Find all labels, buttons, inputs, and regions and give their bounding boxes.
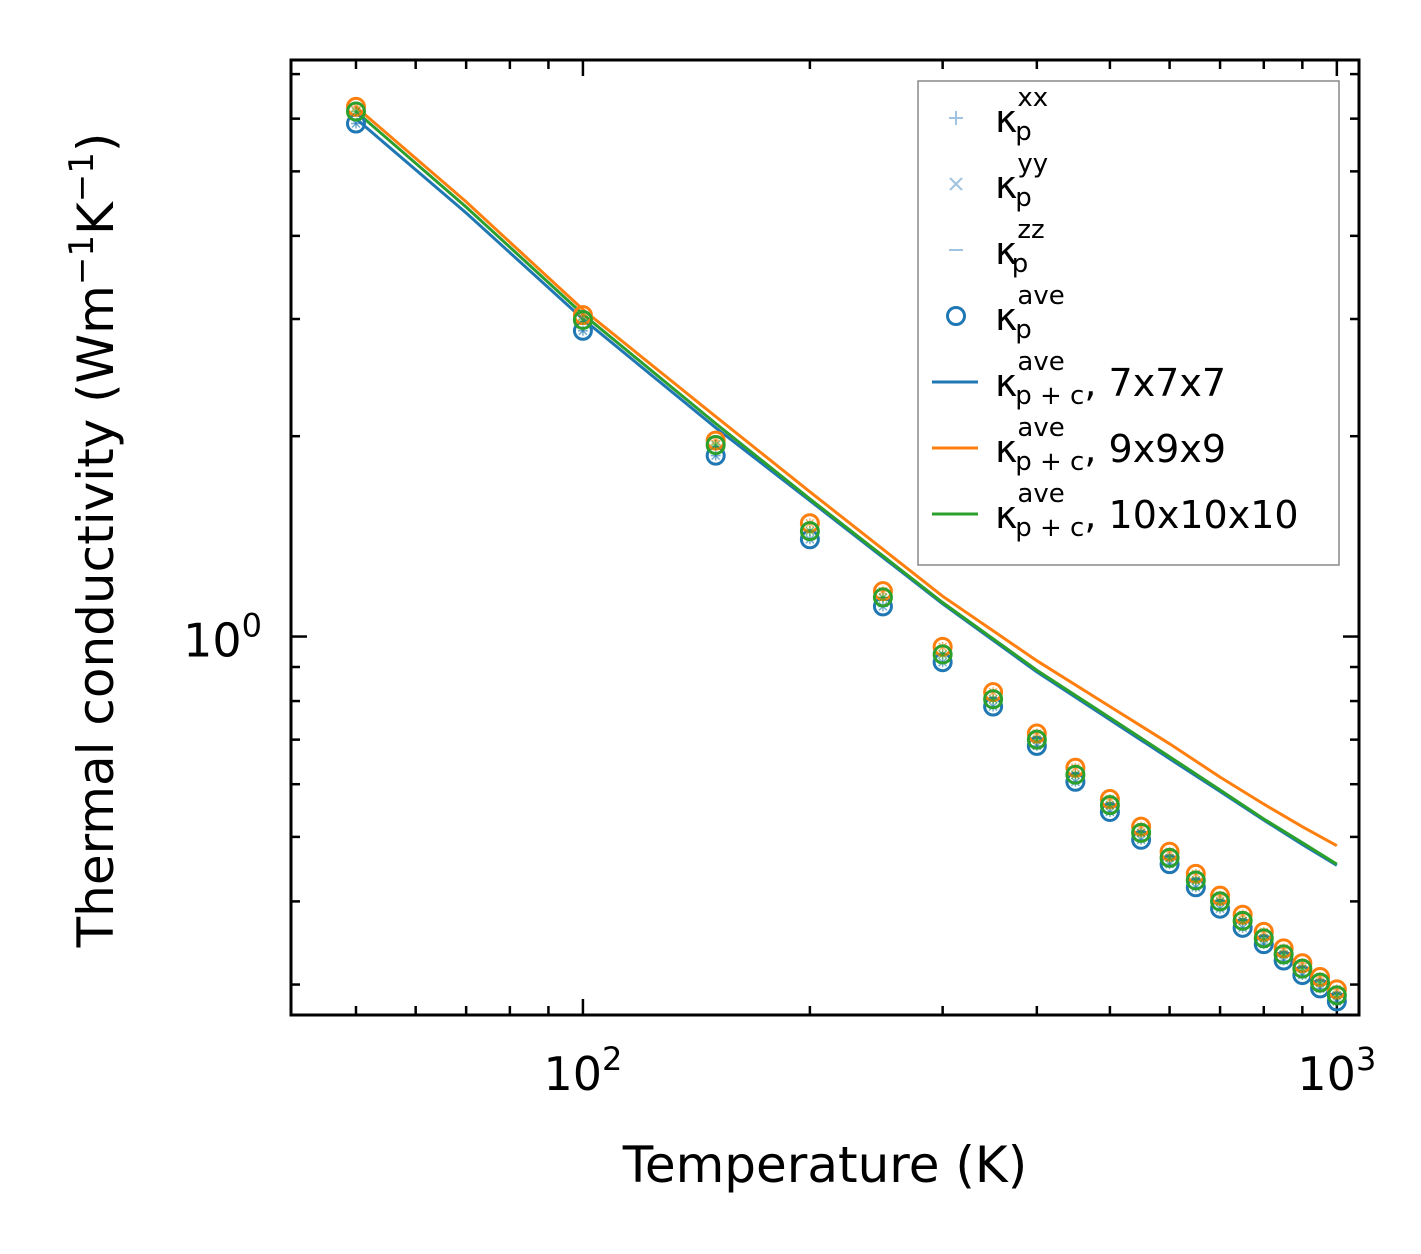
x-axis-label: Temperature (K): [622, 1136, 1027, 1194]
x-tick-label-base: 10: [1297, 1047, 1356, 1101]
data-point-circle: [872, 587, 893, 608]
x-tick-label-base: 10: [543, 1047, 602, 1101]
data-point-circle: [1253, 928, 1274, 949]
legend-sub: p + c: [1015, 513, 1084, 543]
legend-sup: ave: [1017, 479, 1064, 509]
data-point-circle: [1310, 972, 1331, 993]
plot-frame: [289, 58, 1361, 1017]
data-point-cross: [1259, 933, 1269, 943]
legend-label: κave p: [995, 281, 1065, 345]
legend-kappa: κ: [995, 361, 1017, 405]
data-point-circle: [799, 521, 820, 542]
series-line-ff7f0e: [355, 105, 1338, 848]
y-axis-label: Thermal conductivity (Wm−1K−1): [62, 133, 125, 949]
legend-label: κave p + c, 10x10x10: [995, 479, 1299, 543]
x-tick-label-exp: 2: [602, 1040, 622, 1078]
legend-sub: p: [1015, 117, 1032, 147]
legend-kappa: κ: [995, 295, 1017, 339]
legend-kappa: κ: [995, 427, 1017, 471]
legend-label: κave p + c, 7x7x7: [995, 347, 1226, 411]
data-point-circle: [1273, 944, 1294, 965]
series-points: [345, 96, 1347, 1012]
data-point-cross: [1136, 828, 1146, 838]
data-point-cross: [1332, 990, 1342, 1000]
data-point-circle: [1065, 764, 1086, 785]
x-tick-label: 102: [543, 1040, 622, 1101]
x-tick-label-exp: 3: [1356, 1040, 1376, 1078]
data-point-cross: [1105, 800, 1115, 810]
data-point-cross: [578, 315, 588, 325]
data-point-circle: [1210, 891, 1231, 912]
legend-kappa: κ: [995, 493, 1017, 537]
data-point-cross: [1070, 770, 1080, 780]
legend-sub: p: [1012, 249, 1029, 279]
y-tick-label-exp: 0: [242, 607, 262, 645]
data-point-cross: [938, 649, 948, 659]
data-point-cross: [1032, 735, 1042, 745]
y-label-exp1: −1: [62, 235, 102, 285]
data-point-cross: [351, 106, 361, 117]
y-label-exp2: −1: [62, 152, 102, 202]
legend-sub: p: [1015, 315, 1032, 345]
y-label-close: ): [67, 133, 125, 153]
data-point-circle: [983, 689, 1004, 710]
data-point-cross: [1215, 896, 1225, 906]
data-point-circle: [572, 309, 593, 330]
legend-rest: , 9x9x9: [1084, 427, 1226, 471]
data-point-cross: [988, 694, 998, 704]
y-tick-label-base: 10: [183, 614, 242, 668]
legend-sub: p: [1015, 183, 1032, 213]
legend-label: κave p + c, 9x9x9: [995, 413, 1226, 477]
x-tick-label: 103: [1297, 1040, 1376, 1101]
legend-sub: p + c: [1015, 447, 1084, 477]
legend-sup: ave: [1017, 281, 1064, 311]
legend-sup: ave: [1017, 413, 1064, 443]
data-point-cross: [1297, 964, 1307, 974]
data-point-circle: [1326, 985, 1347, 1006]
data-point-circle: [345, 101, 366, 122]
y-label-mid: K: [67, 201, 125, 235]
legend-circle-icon: [946, 306, 966, 326]
data-point-circle: [1131, 822, 1152, 843]
data-point-circle: [1026, 729, 1047, 750]
data-point-cross: [878, 592, 888, 602]
legend-cross-icon: [949, 177, 963, 191]
data-point-circle: [1185, 870, 1206, 891]
data-point-cross: [1238, 916, 1248, 926]
y-tick-label: 100: [183, 607, 262, 668]
data-point-circle: [705, 435, 726, 456]
data-point-circle: [1232, 910, 1253, 931]
legend-sup: xx: [1017, 83, 1048, 113]
legend-sup: ave: [1017, 347, 1064, 377]
data-point-cross: [1191, 875, 1201, 886]
legend-label: κxx p: [995, 83, 1048, 147]
legend-sup: yy: [1017, 149, 1048, 179]
legend-label: κyy p: [995, 149, 1048, 213]
data-point-circle: [1099, 795, 1120, 816]
data-point-cross: [1279, 949, 1289, 959]
legend-label: κzz p: [995, 215, 1045, 279]
data-point-circle: [1159, 847, 1180, 868]
legend-rest: , 10x10x10: [1084, 493, 1298, 537]
legend-rest: , 7x7x7: [1084, 361, 1226, 405]
legend-kappa: κ: [995, 97, 1017, 141]
data-point-cross: [805, 526, 815, 536]
y-label-main: Thermal conductivity (Wm: [67, 285, 125, 948]
legend-kappa: κ: [995, 163, 1017, 207]
data-point-cross: [1165, 853, 1175, 863]
legend-kappa: κ: [995, 229, 1017, 273]
legend-sup: zz: [1017, 215, 1044, 245]
data-point-circle: [1292, 958, 1313, 979]
legend-sub: p + c: [1015, 381, 1084, 411]
data-point-cross: [711, 440, 721, 450]
data-point-circle: [932, 644, 953, 665]
legend-box: [917, 80, 1340, 566]
data-point-cross: [1315, 978, 1325, 988]
